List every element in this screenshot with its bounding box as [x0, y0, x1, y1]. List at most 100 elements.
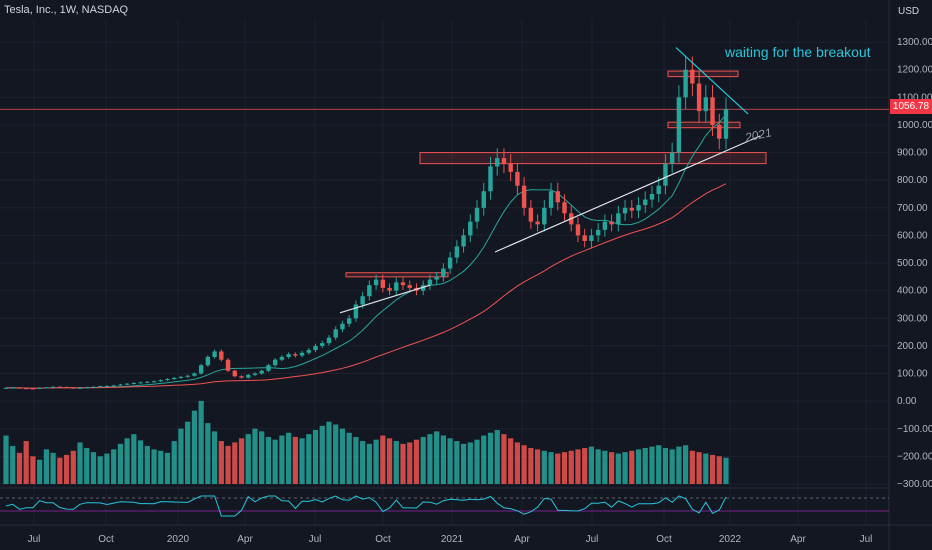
- volume-bar: [131, 434, 137, 484]
- candle-body: [710, 97, 715, 125]
- candle-body: [165, 379, 170, 381]
- y-tick-label: −200.00: [897, 451, 932, 462]
- volume-bar: [63, 454, 70, 484]
- candle-body: [91, 386, 96, 388]
- candle-body: [71, 387, 76, 389]
- y-tick-label: 1200.00: [897, 65, 932, 76]
- candle-body: [340, 323, 345, 330]
- trendline: [339, 284, 431, 314]
- symbol-title: Tesla, Inc., 1W, NASDAQ: [4, 4, 129, 16]
- volume-bar: [124, 438, 130, 484]
- volume-bar: [97, 456, 103, 484]
- candle-body: [98, 386, 103, 388]
- candle-body: [602, 221, 608, 230]
- volume-bar: [669, 449, 675, 484]
- candle-body: [420, 285, 426, 291]
- volume-bar: [555, 453, 561, 484]
- candle-body: [246, 374, 251, 378]
- candle-body: [30, 388, 36, 390]
- volume-bar: [460, 443, 467, 484]
- candle-body: [629, 207, 634, 211]
- moving-average-short: [5, 114, 727, 389]
- volume-bar: [84, 448, 90, 484]
- candle-body: [373, 279, 379, 286]
- volume-bar: [191, 410, 198, 484]
- candle-body: [172, 377, 177, 380]
- volume-bar: [259, 431, 265, 484]
- volume-bar: [440, 435, 446, 484]
- candle-body: [454, 246, 460, 258]
- volume-bar: [548, 452, 554, 484]
- candle-body: [589, 235, 594, 241]
- volume-bar: [23, 441, 29, 484]
- candle-body: [50, 386, 56, 388]
- candle-body: [360, 296, 365, 305]
- volume-bar: [528, 448, 534, 484]
- volume-bar: [609, 452, 615, 484]
- volume-bar: [272, 439, 278, 484]
- candle-body: [118, 384, 123, 386]
- candle-body: [703, 97, 709, 112]
- candle-body: [616, 213, 621, 225]
- volume-bar: [649, 446, 655, 484]
- volume-bar: [501, 434, 507, 484]
- candle-body: [158, 380, 163, 382]
- candle-body: [669, 152, 675, 164]
- candle-body: [219, 351, 224, 360]
- volume-bar: [615, 453, 621, 484]
- candle-body: [676, 97, 682, 153]
- volume-bar: [494, 430, 500, 484]
- volume-bar: [541, 450, 547, 484]
- volume-bar: [595, 449, 601, 484]
- candle-body: [232, 370, 237, 377]
- y-tick-label: 600.00: [897, 230, 928, 241]
- candle-body: [380, 279, 386, 288]
- candle-body: [57, 386, 63, 388]
- range-box: [419, 152, 767, 165]
- volume-bar: [218, 441, 224, 484]
- volume-bar: [326, 421, 332, 484]
- currency-label: USD: [898, 6, 920, 17]
- volume-bar: [454, 441, 460, 484]
- volume-bar: [265, 436, 272, 484]
- candle-body: [649, 194, 655, 200]
- volume-bar: [689, 450, 695, 484]
- resistance-trendline: [675, 47, 749, 115]
- candle-body: [562, 202, 567, 214]
- volume-bar: [90, 452, 97, 484]
- volume-bar: [434, 431, 440, 484]
- volume-bar: [346, 432, 352, 484]
- volume-bar: [380, 435, 386, 484]
- volume-bar: [703, 453, 709, 484]
- candle-body: [124, 383, 130, 385]
- volume-bar: [386, 438, 393, 484]
- candle-body: [77, 387, 83, 389]
- candle-body: [293, 354, 298, 356]
- candle-body: [481, 191, 486, 208]
- volume-bar: [393, 441, 399, 484]
- volume-bar: [676, 446, 682, 484]
- volume-bar: [3, 435, 9, 484]
- trendline: [494, 135, 761, 253]
- volume-bar: [43, 449, 49, 484]
- volume-bar: [286, 432, 292, 484]
- volume-bar: [447, 438, 453, 484]
- candle-body: [643, 199, 648, 206]
- candle-body: [10, 387, 15, 389]
- volume-bar: [534, 449, 541, 484]
- x-tick-label: Jul: [309, 534, 322, 545]
- candle-body: [434, 276, 439, 280]
- volume-bar: [427, 434, 433, 484]
- volume-bar: [467, 442, 473, 484]
- candle-body: [441, 268, 446, 277]
- volume-bar: [575, 449, 581, 484]
- volume-bar: [353, 436, 359, 484]
- candle-body: [495, 158, 500, 167]
- candle-body: [151, 381, 157, 383]
- candle-body: [663, 163, 668, 186]
- volume-bar: [252, 428, 258, 484]
- volume-bar: [366, 443, 372, 484]
- volume-bar: [635, 449, 642, 484]
- candle-body: [145, 381, 150, 383]
